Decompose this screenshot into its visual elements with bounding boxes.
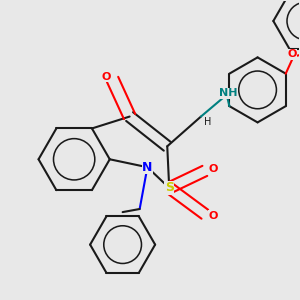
Text: NH: NH xyxy=(219,88,238,98)
Text: H: H xyxy=(204,117,212,127)
Text: S: S xyxy=(165,182,174,194)
Text: O: O xyxy=(101,72,110,82)
Text: N: N xyxy=(142,161,153,174)
Text: O: O xyxy=(287,49,297,59)
Text: O: O xyxy=(209,164,218,174)
Text: O: O xyxy=(209,211,218,221)
